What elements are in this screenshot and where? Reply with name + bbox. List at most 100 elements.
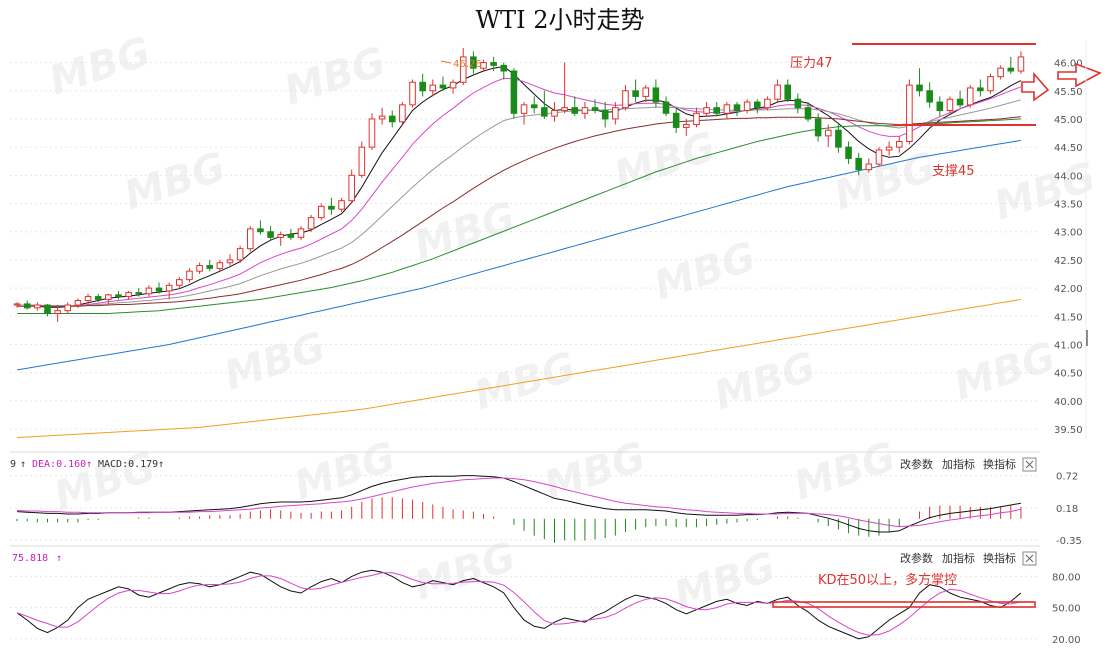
- candle: [307, 214, 315, 232]
- candle: [135, 288, 143, 297]
- macd-add-indicator-button[interactable]: 加指标: [942, 457, 975, 471]
- moving-average-line-0: [17, 65, 1022, 308]
- kd-lines: [16, 569, 1022, 640]
- macd-y-tick-label: -0.35: [1056, 536, 1082, 547]
- kd-annotation: KD在50以上，多方掌控: [818, 572, 957, 588]
- candle: [338, 197, 345, 212]
- candle: [571, 96, 579, 117]
- candle: [388, 110, 396, 128]
- candle: [125, 290, 132, 300]
- candle: [105, 293, 112, 304]
- macd-edit-params-button[interactable]: 改参数: [900, 457, 933, 471]
- candle: [54, 305, 61, 322]
- candle: [155, 282, 163, 294]
- candle: [794, 93, 802, 114]
- candle: [622, 85, 629, 111]
- candle: [997, 65, 1004, 80]
- peak-price-label: 46.26: [453, 59, 482, 70]
- macd-label: MACD:0.179: [98, 459, 158, 470]
- candle: [449, 79, 457, 94]
- candle: [845, 141, 852, 165]
- candle: [419, 73, 426, 97]
- candle: [601, 102, 609, 128]
- macd-close-icon[interactable]: [1022, 457, 1037, 472]
- main-y-tick-label: 40.50: [1054, 369, 1083, 380]
- candle: [855, 152, 862, 176]
- candle: [510, 68, 518, 119]
- candle: [885, 141, 893, 156]
- candle: [743, 99, 751, 114]
- main-y-tick-label: 41.50: [1054, 312, 1083, 323]
- kd-y-tick-label: 50.00: [1052, 604, 1081, 615]
- candle: [399, 102, 406, 125]
- candle: [429, 79, 437, 97]
- candle: [216, 259, 224, 272]
- candle: [480, 59, 487, 72]
- kd-close-icon[interactable]: [1022, 551, 1037, 566]
- candle: [23, 300, 31, 310]
- candle: [378, 107, 386, 125]
- main-y-tick-label: 42.00: [1054, 284, 1083, 295]
- moving-average-lines: [17, 65, 1022, 438]
- candle: [581, 102, 589, 119]
- candle: [662, 96, 670, 117]
- candle: [459, 47, 467, 86]
- candle: [287, 228, 295, 241]
- kd-edit-params-button[interactable]: 改参数: [900, 551, 933, 565]
- main-y-tick-label: 39.50: [1054, 425, 1083, 436]
- kd-grid: [10, 575, 1040, 640]
- candle: [84, 293, 92, 306]
- candlesticks: [13, 47, 1025, 322]
- main-y-tick-label: 42.50: [1054, 256, 1083, 267]
- kd-50-level-band: [772, 601, 1036, 608]
- candle: [348, 169, 355, 204]
- candle: [723, 102, 731, 119]
- moving-average-line-1: [17, 77, 1022, 307]
- main-y-tick-label: 43.50: [1054, 200, 1083, 211]
- candle: [774, 79, 781, 103]
- peak-arrow: [440, 60, 452, 64]
- candle: [1007, 56, 1015, 74]
- candle: [541, 90, 548, 119]
- candle: [74, 298, 82, 308]
- macd-y-axis: 0.72 0.18 -0.35: [1056, 472, 1082, 547]
- main-y-tick-label: 45.00: [1054, 115, 1083, 126]
- kd-k-label: 75.818: [12, 553, 48, 564]
- chart-title: WTI 2小时走势: [475, 6, 644, 34]
- candle: [652, 79, 660, 108]
- k-line: [16, 569, 1022, 640]
- candle: [561, 62, 568, 114]
- kd-y-tick-label: 20.00: [1052, 635, 1081, 646]
- moving-average-line-6: [17, 298, 1021, 438]
- macd-grid: [10, 475, 1040, 541]
- candle: [713, 102, 721, 117]
- candle: [186, 268, 193, 283]
- macd-histogram: [16, 497, 1022, 543]
- candle: [906, 79, 913, 145]
- candle: [520, 102, 528, 125]
- macd-y-tick-label: 0.72: [1056, 472, 1078, 483]
- candle: [34, 302, 41, 311]
- candle: [530, 96, 538, 114]
- candle: [672, 107, 680, 134]
- candle: [784, 79, 791, 103]
- candle: [277, 231, 284, 246]
- candle: [247, 226, 254, 252]
- candle: [257, 220, 264, 235]
- candle: [865, 158, 873, 173]
- right-arrow-icon: [1057, 62, 1102, 88]
- candle: [328, 197, 335, 215]
- macd-switch-indicator-button[interactable]: 换指标: [983, 457, 1016, 471]
- up-arrow-small-icon: ↑: [56, 553, 62, 564]
- kd-add-indicator-button[interactable]: 加指标: [942, 551, 975, 565]
- candle: [966, 85, 974, 108]
- candle: [176, 276, 183, 289]
- candle: [733, 102, 741, 117]
- main-y-tick-label: 40.00: [1054, 397, 1083, 408]
- kd-y-tick-label: 80.00: [1052, 572, 1081, 583]
- main-y-tick-label: 45.50: [1054, 87, 1083, 98]
- candle: [145, 285, 153, 297]
- candle: [500, 62, 508, 80]
- kd-switch-indicator-button[interactable]: 换指标: [983, 551, 1016, 565]
